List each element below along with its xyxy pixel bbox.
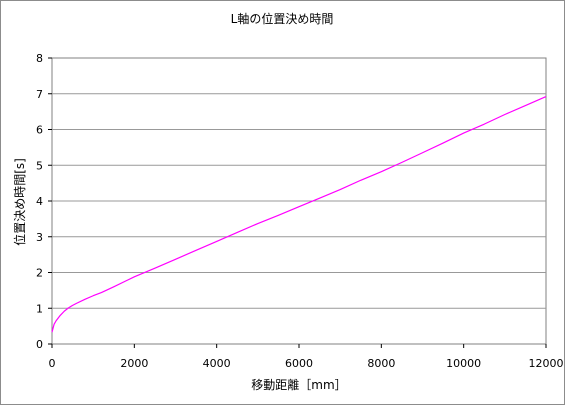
x-tick-label-12000: 12000 [529,357,564,370]
y-tick-label-8: 8 [36,52,43,65]
x-tick-label-0: 0 [49,357,56,370]
series-line-0 [51,96,547,333]
y-tick-label-6: 6 [36,124,43,137]
y-tick-label-5: 5 [36,159,43,172]
y-tick-label-2: 2 [36,267,43,280]
x-axis-label: 移動距離［mm］ [251,378,346,392]
y-tick-label-3: 3 [36,231,43,244]
y-axis-ticks: 0 1 2 3 4 5 6 7 8 [36,52,52,351]
y-axis-label: 位置決め時間[s] [12,158,27,246]
x-tick-label-10000: 10000 [446,357,481,370]
series-group [51,96,547,333]
x-tick-label-8000: 8000 [367,357,395,370]
y-tick-label-4: 4 [36,195,43,208]
y-tick-label-0: 0 [36,338,43,351]
chart-title: L軸の位置決め時間 [231,11,334,26]
y-tick-label-7: 7 [36,88,43,101]
x-tick-label-2000: 2000 [120,357,148,370]
x-tick-label-4000: 4000 [203,357,231,370]
y-tick-label-1: 1 [36,302,43,315]
grid-lines [52,93,546,309]
x-axis-ticks: 0 2000 4000 6000 8000 10000 12000 [49,344,564,370]
x-tick-label-6000: 6000 [285,357,313,370]
